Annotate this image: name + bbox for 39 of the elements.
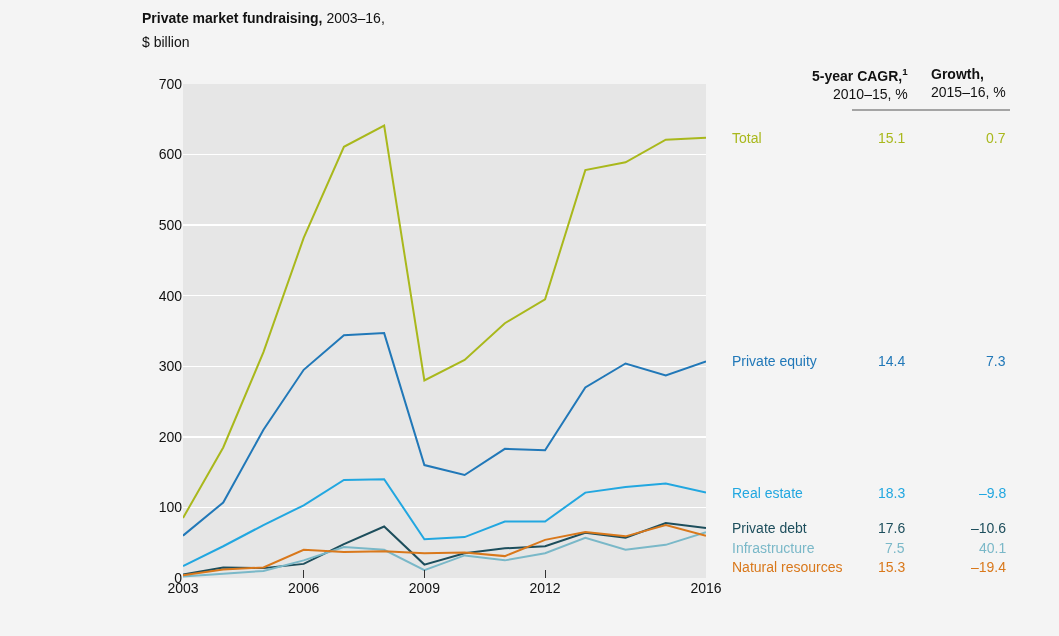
text: –19.4 [971, 559, 1007, 575]
text: 5-year CAGR,$^{1}$ [812, 66, 909, 84]
series-label: Real estate [732, 485, 804, 501]
text: Growth, [931, 66, 984, 82]
text: –9.8 [979, 485, 1007, 501]
series-label: Private equity [732, 353, 817, 369]
text: 7.3 [986, 353, 1006, 369]
x-tick-label: 2009 [408, 580, 441, 596]
text: Natural resources [732, 559, 843, 575]
y-tick-label: 600 [158, 146, 183, 163]
x-tick-label: 2006 [288, 580, 320, 596]
line-series [183, 124, 706, 520]
text: 2010–15, % [832, 86, 908, 103]
series-label: Infrastructure [732, 540, 815, 556]
y-tick-label: 400 [158, 287, 183, 304]
text: 7.5 [885, 540, 905, 556]
x-tick-label: 2012 [529, 580, 561, 596]
chart-subtitle: 2003–16, [326, 10, 385, 26]
text: 17.6 [878, 520, 906, 536]
line-series [183, 478, 706, 567]
series-label: Total [732, 130, 762, 146]
chart-title: Private market fundraising, [142, 10, 323, 26]
y-tick-label: 100 [158, 499, 183, 516]
text: 14.4 [878, 353, 906, 369]
text: –10.6 [971, 520, 1007, 536]
line-series [183, 332, 706, 537]
text: 15.3 [878, 559, 906, 575]
y-tick-label: 300 [158, 358, 183, 375]
y-tick-label: 700 [158, 75, 183, 92]
y-axis-title: $ billion [142, 34, 190, 50]
text: 15.1 [878, 130, 906, 146]
series-label: Private debt [732, 520, 807, 536]
y-tick-label: 500 [158, 217, 183, 234]
x-tick-label: 2016 [690, 580, 722, 596]
text: 0.7 [986, 130, 1006, 146]
text: 18.3 [878, 485, 906, 501]
y-tick-label: 200 [158, 428, 183, 445]
text: 2015–16, % [931, 84, 1006, 101]
text: 40.1 [979, 540, 1007, 556]
